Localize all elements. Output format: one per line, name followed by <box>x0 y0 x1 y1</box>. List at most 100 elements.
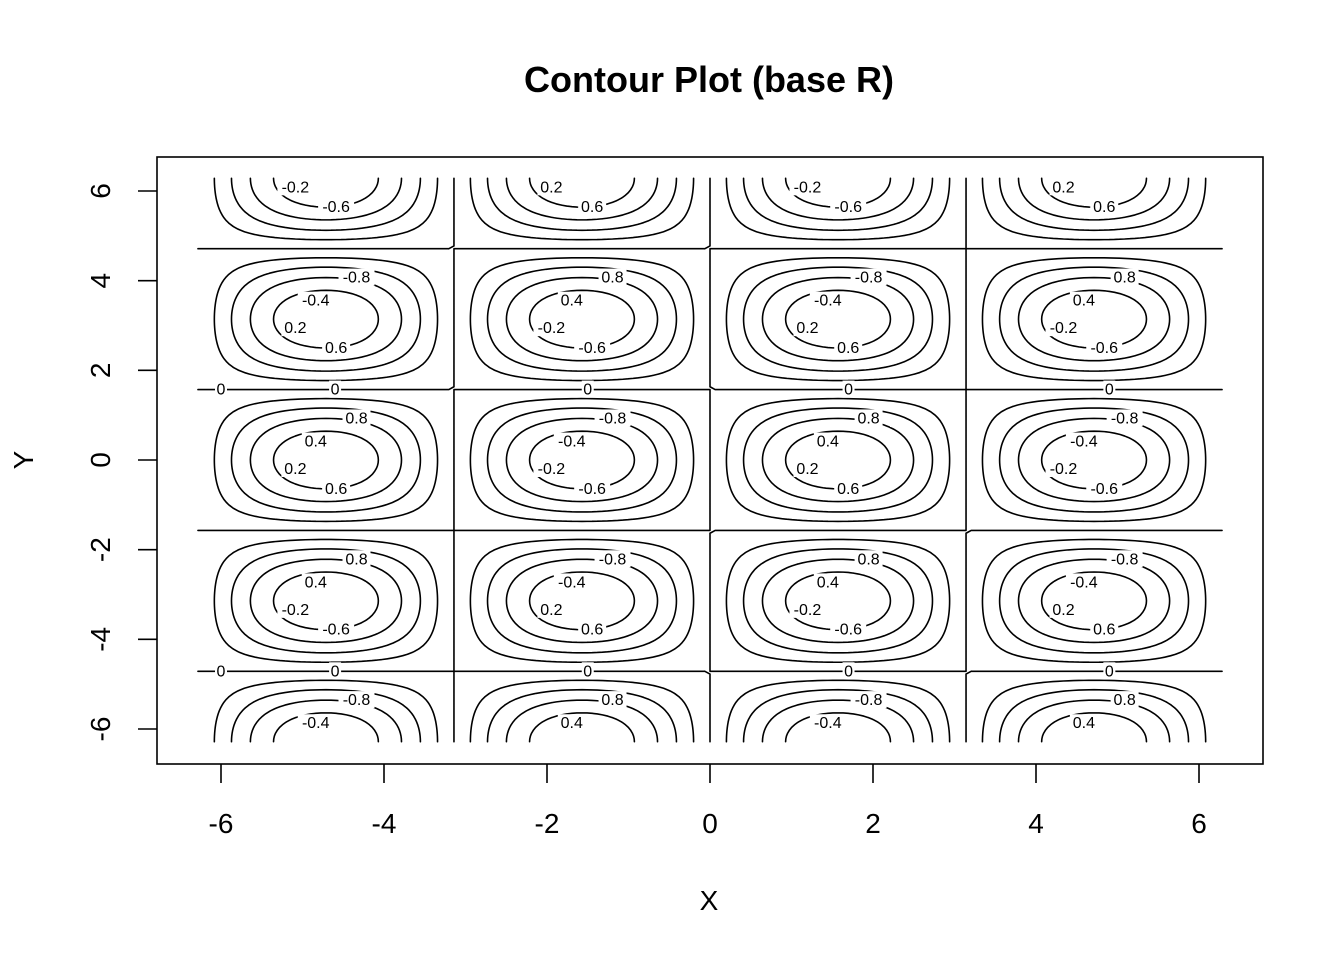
x-tick-label: 0 <box>702 808 718 839</box>
contour-labels: -0.2 -0.4 -0.6 -0.8 0.2 0.4 0.6 0.8 -0.2 -0.4 -0.6… <box>215 178 1143 732</box>
contour-label: 0 <box>1105 382 1114 399</box>
contour-line-level-4 <box>197 177 1223 743</box>
contour-label-bg <box>342 550 371 568</box>
y-tick-label: -4 <box>85 627 116 652</box>
contour-label: -0.6 <box>834 199 862 216</box>
contour-label: -0.2 <box>538 320 566 337</box>
contour-label: 0.8 <box>857 410 879 427</box>
contour-label-bg <box>809 291 846 309</box>
contour-label: -0.4 <box>814 715 842 732</box>
contour-label: -0.6 <box>322 199 350 216</box>
contour-label-bg <box>850 691 887 709</box>
y-tick-label: -2 <box>85 537 116 562</box>
contour-label-bg <box>834 479 863 497</box>
contour-label-bg <box>338 268 375 286</box>
contour-label: 0.6 <box>837 481 859 498</box>
contour-label: -0.6 <box>578 481 606 498</box>
contour-label-bg <box>581 662 594 680</box>
y-tick-label: 4 <box>85 273 116 289</box>
contour-label: -0.6 <box>578 340 606 357</box>
contour-label-bg <box>1049 600 1078 618</box>
contour-label-bg <box>594 409 631 427</box>
contour-line-level-2 <box>230 177 1190 743</box>
contour-label-bg <box>1045 319 1082 337</box>
contour-label: 0 <box>331 382 340 399</box>
y-tick-label: 0 <box>85 452 116 468</box>
contour-label: 0.4 <box>1073 293 1095 310</box>
contour-label: 0.4 <box>817 434 839 451</box>
contour-label: -0.2 <box>538 461 566 478</box>
contour-label: 0 <box>331 663 340 680</box>
contour-label: 0 <box>844 663 853 680</box>
contour-label: 0.2 <box>796 461 818 478</box>
contour-label: -0.2 <box>282 179 310 196</box>
contour-label: 0.6 <box>1093 199 1115 216</box>
x-axis: -6 -4 -2 0 2 4 6 <box>209 764 1207 839</box>
contour-label: -0.2 <box>794 602 822 619</box>
contour-label-bg <box>1103 380 1116 398</box>
contour-label: 0.4 <box>305 574 327 591</box>
contour-label: 0.6 <box>325 481 347 498</box>
contour-label: 0.8 <box>601 692 623 709</box>
contour-label: -0.4 <box>302 715 330 732</box>
contour-label-bg <box>581 380 594 398</box>
x-tick-label: 4 <box>1028 808 1044 839</box>
contour-label-bg <box>842 662 855 680</box>
x-tick-label: -2 <box>535 808 560 839</box>
contour-label: -0.6 <box>834 622 862 639</box>
contour-label: 0.4 <box>561 715 583 732</box>
contour-label: -0.6 <box>1090 481 1118 498</box>
contour-label: 0.6 <box>837 340 859 357</box>
contour-label-bg <box>1106 550 1143 568</box>
contour-line-level-6 <box>230 177 1190 743</box>
contour-label-bg <box>1110 691 1139 709</box>
contour-label: 0.8 <box>345 410 367 427</box>
contour-label-bg <box>557 714 586 732</box>
contour-label: -0.4 <box>558 574 586 591</box>
contour-label-bg <box>297 291 334 309</box>
contour-label-bg <box>809 714 846 732</box>
contour-label: 0.8 <box>1113 692 1135 709</box>
contour-label: 0.2 <box>284 320 306 337</box>
contour-label: 0.2 <box>1052 179 1074 196</box>
chart-title: Contour Plot (base R) <box>524 59 894 100</box>
contour-label: 0.4 <box>561 293 583 310</box>
contour-label: -0.4 <box>1070 434 1098 451</box>
contour-label-bg <box>813 573 842 591</box>
contour-label-bg <box>830 198 867 216</box>
contour-label-bg <box>537 600 566 618</box>
contour-label: 0 <box>583 663 592 680</box>
contour-label: 0.6 <box>1093 622 1115 639</box>
contour-label: -0.6 <box>1090 340 1118 357</box>
contour-label-bg <box>338 691 375 709</box>
contour-label: -0.8 <box>343 270 371 287</box>
contour-label-bg <box>557 291 586 309</box>
contour-label-bg <box>277 178 314 196</box>
x-tick-label: -4 <box>372 808 397 839</box>
y-axis: -6 -4 -2 0 2 4 6 <box>85 183 157 741</box>
contour-label: -0.4 <box>558 434 586 451</box>
contour-label-bg <box>329 662 342 680</box>
contour-label-bg <box>1086 479 1123 497</box>
contour-label: 0.8 <box>601 270 623 287</box>
contour-label: 0.4 <box>817 574 839 591</box>
contour-line-level-3 <box>213 177 1207 743</box>
x-tick-label: 6 <box>1191 808 1207 839</box>
contour-label-bg <box>215 380 227 398</box>
contour-label-bg <box>322 339 351 357</box>
contour-label-bg <box>578 620 607 638</box>
y-tick-label: -6 <box>85 717 116 742</box>
contour-label: 0.8 <box>1113 270 1135 287</box>
contour-label: -0.4 <box>302 293 330 310</box>
contour-label-bg <box>301 573 330 591</box>
contour-label-bg <box>297 714 334 732</box>
contour-label-bg <box>793 460 822 478</box>
contour-label-bg <box>598 268 627 286</box>
contour-label: 0.2 <box>1052 602 1074 619</box>
contour-label: 0 <box>844 382 853 399</box>
contour-label: 0.6 <box>581 199 603 216</box>
contour-label-bg <box>329 380 342 398</box>
contour-label: -0.8 <box>1111 410 1139 427</box>
contour-label: -0.8 <box>343 692 371 709</box>
